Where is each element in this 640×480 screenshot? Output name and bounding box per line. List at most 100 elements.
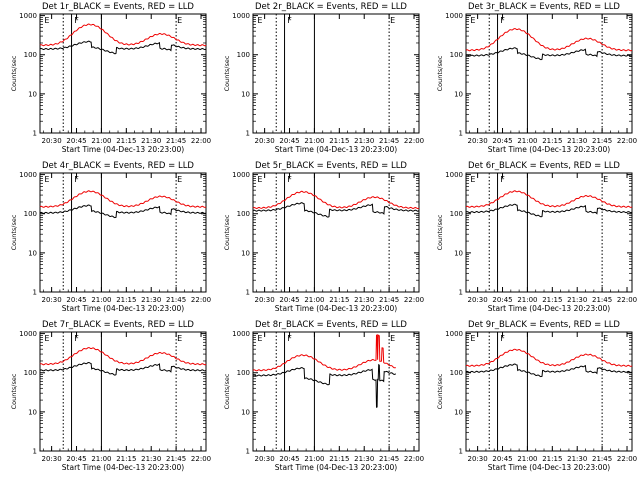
y-tick-label: 1 <box>459 289 463 297</box>
segment-flag: E <box>257 334 262 343</box>
chart-title: Det 8r_BLACK = Events, RED = LLD <box>255 320 407 330</box>
plot-frame <box>465 13 633 134</box>
y-tick-label: 1 <box>246 448 250 456</box>
y-tick-label: 10 <box>241 90 250 98</box>
x-tick-label: 22:00 <box>617 296 637 304</box>
y-tick-label: 100 <box>237 51 250 59</box>
chart-title: Det 3r_BLACK = Events, RED = LLD <box>468 2 620 12</box>
x-tick-label: 20:45 <box>279 296 299 304</box>
y-axis-label: Counts/sec <box>436 373 444 409</box>
chart-panel-1: Det 1r_BLACK = Events, RED = LLD 1 10 100 10… <box>10 2 211 154</box>
segment-flag: E <box>390 16 395 25</box>
lld-series-line <box>39 347 207 366</box>
x-tick-label: 21:30 <box>354 455 374 463</box>
y-axis-label: Counts/sec <box>223 373 231 409</box>
y-tick-label: 1000 <box>445 171 463 179</box>
events-series-line <box>39 204 207 219</box>
x-tick-label: 21:45 <box>166 137 186 145</box>
y-tick-label: 10 <box>454 408 463 416</box>
events-series-line <box>39 361 207 376</box>
x-tick-label: 21:30 <box>567 137 587 145</box>
segment-flag: E <box>603 16 608 25</box>
y-axis-label: Counts/sec <box>10 55 18 91</box>
events-series-line <box>465 203 633 218</box>
chart-title: Det 2r_BLACK = Events, RED = LLD <box>255 2 407 12</box>
lld-series-line <box>465 348 633 367</box>
x-tick-label: 21:45 <box>592 137 612 145</box>
y-axis-label: Counts/sec <box>223 214 231 250</box>
x-tick-label: 20:45 <box>66 137 86 145</box>
y-tick-label: 1 <box>33 448 37 456</box>
x-tick-label: 21:30 <box>354 296 374 304</box>
x-tick-label: 20:30 <box>255 296 275 304</box>
lld-series-line <box>252 190 420 210</box>
y-tick-label: 1000 <box>445 330 463 338</box>
x-tick-label: 22:00 <box>617 455 637 463</box>
x-axis-label: Start Time (04-Dec-13 20:23:00) <box>488 145 610 154</box>
y-tick-label: 10 <box>454 249 463 257</box>
chart-title: Det 4r_BLACK = Events, RED = LLD <box>42 161 194 171</box>
x-tick-label: 21:15 <box>329 455 349 463</box>
segment-flag: E <box>390 175 395 184</box>
y-tick-label: 1000 <box>445 12 463 20</box>
chart-panel-6: Det 6r_BLACK = Events, RED = LLD 1 10 100 10… <box>436 161 637 313</box>
y-tick-label: 1 <box>246 289 250 297</box>
segment-flag: F <box>74 16 79 25</box>
x-tick-label: 20:45 <box>492 137 512 145</box>
y-tick-label: 10 <box>241 408 250 416</box>
y-tick-label: 1000 <box>19 330 37 338</box>
segment-flag: E <box>44 175 49 184</box>
segment-flag: F <box>287 334 292 343</box>
plot-frame <box>252 13 420 134</box>
x-tick-label: 21:15 <box>542 137 562 145</box>
y-tick-label: 100 <box>450 369 463 377</box>
x-tick-label: 21:30 <box>141 296 161 304</box>
x-tick-label: 20:45 <box>279 455 299 463</box>
x-tick-label: 20:30 <box>42 137 62 145</box>
segment-flag: E <box>390 334 395 343</box>
y-tick-label: 1 <box>33 289 37 297</box>
x-tick-label: 20:30 <box>468 455 488 463</box>
x-tick-label: 22:00 <box>191 455 211 463</box>
y-axis-label: Counts/sec <box>10 373 18 409</box>
y-tick-label: 1000 <box>232 171 250 179</box>
y-tick-label: 100 <box>237 210 250 218</box>
plot-frame <box>39 172 207 293</box>
lld-series-line <box>252 334 396 372</box>
x-tick-label: 21:15 <box>542 455 562 463</box>
events-series-line <box>252 363 396 408</box>
x-tick-label: 21:45 <box>592 455 612 463</box>
y-tick-label: 10 <box>28 90 37 98</box>
x-tick-label: 21:15 <box>116 296 136 304</box>
segment-flag: E <box>470 175 475 184</box>
x-tick-label: 21:00 <box>304 296 324 304</box>
plot-frame <box>39 13 207 134</box>
x-tick-label: 21:00 <box>517 296 537 304</box>
x-tick-label: 21:00 <box>91 137 111 145</box>
x-axis-label: Start Time (04-Dec-13 20:23:00) <box>275 304 397 313</box>
segment-flag: E <box>177 334 182 343</box>
x-tick-label: 21:45 <box>379 137 399 145</box>
x-tick-label: 20:30 <box>468 137 488 145</box>
lld-series-line <box>39 190 207 208</box>
y-tick-label: 10 <box>28 408 37 416</box>
plot-frame <box>39 331 207 452</box>
chart-panel-8: Det 8r_BLACK = Events, RED = LLD 1 10 100 10… <box>223 320 424 472</box>
x-tick-label: 20:45 <box>279 137 299 145</box>
y-tick-label: 1000 <box>232 330 250 338</box>
x-tick-label: 20:30 <box>42 296 62 304</box>
lld-series-line <box>465 28 633 52</box>
x-tick-label: 21:30 <box>354 137 374 145</box>
x-axis-label: Start Time (04-Dec-13 20:23:00) <box>275 463 397 472</box>
x-tick-label: 21:15 <box>116 455 136 463</box>
x-tick-label: 20:45 <box>492 296 512 304</box>
y-tick-label: 100 <box>450 51 463 59</box>
x-tick-label: 21:00 <box>304 137 324 145</box>
segment-flag: F <box>500 334 505 343</box>
x-tick-label: 21:45 <box>592 296 612 304</box>
x-tick-label: 21:30 <box>567 455 587 463</box>
x-tick-label: 21:30 <box>141 137 161 145</box>
segment-flag: E <box>257 175 262 184</box>
x-tick-label: 20:45 <box>66 455 86 463</box>
y-tick-label: 1 <box>246 130 250 138</box>
